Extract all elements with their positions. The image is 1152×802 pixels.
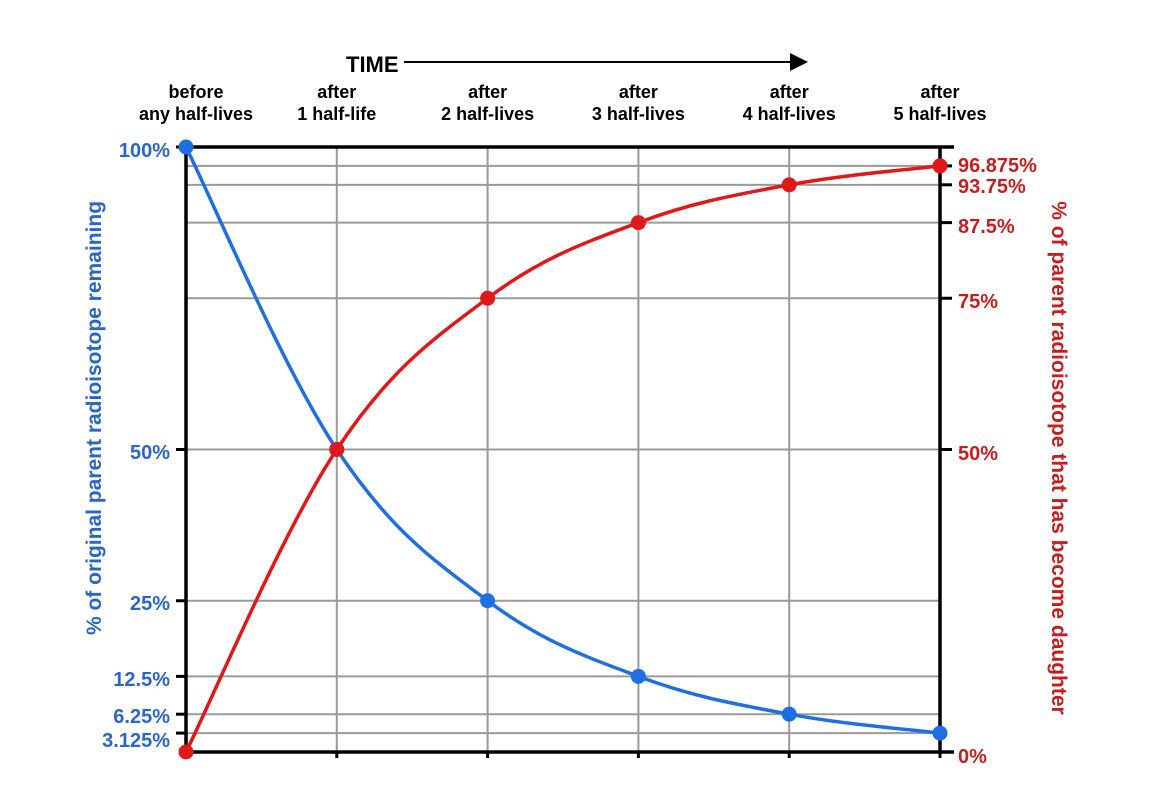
- category-label: after: [920, 82, 959, 102]
- series-0-point: [480, 593, 496, 609]
- right-tick-label: 96.875%: [958, 155, 1037, 177]
- category-label: after: [770, 82, 809, 102]
- y-axis-title-left: % of original parent radioisotope remain…: [83, 201, 106, 635]
- series-1-point: [630, 215, 646, 231]
- category-label: 3 half-lives: [592, 104, 685, 124]
- series-1-point: [329, 442, 345, 457]
- category-label: after: [619, 82, 658, 102]
- category-label: 5 half-lives: [893, 104, 986, 124]
- left-tick-label: 50%: [130, 442, 170, 464]
- right-tick-label: 93.75%: [958, 176, 1026, 198]
- series-0-point: [630, 668, 646, 684]
- category-label: after: [317, 82, 356, 102]
- category-label: after: [468, 82, 507, 102]
- left-tick-label: 25%: [130, 593, 170, 615]
- category-label: 1 half-life: [297, 104, 376, 124]
- series-0-line: [184, 145, 942, 735]
- left-tick-label: 100%: [119, 140, 170, 162]
- left-tick-label: 12.5%: [113, 669, 170, 691]
- plot-frame: [176, 145, 954, 758]
- right-tick-label: 75%: [958, 291, 998, 313]
- right-tick-label: 87.5%: [958, 216, 1015, 238]
- left-tick-label: 3.125%: [102, 730, 170, 752]
- right-tick-label: 50%: [958, 443, 998, 465]
- category-label: 2 half-lives: [441, 104, 534, 124]
- series-1-line: [184, 164, 942, 754]
- right-tick-label: 0%: [958, 746, 987, 768]
- series-1-point: [932, 158, 948, 174]
- time-label: TIME: [346, 52, 399, 77]
- category-label: before: [168, 82, 223, 102]
- y-axis-title-right: % of parent radioisotope that has become…: [1047, 201, 1070, 714]
- series-0-point: [781, 706, 797, 722]
- series-0-point: [932, 725, 948, 741]
- grid: [186, 147, 940, 752]
- category-label: any half-lives: [139, 104, 253, 124]
- series-1-point: [480, 290, 496, 306]
- time-arrow-head: [790, 53, 808, 71]
- series: [178, 139, 948, 760]
- series-1-point: [781, 177, 797, 193]
- left-tick-label: 6.25%: [113, 706, 170, 728]
- series-0-point: [178, 139, 194, 155]
- series-1-point: [178, 744, 194, 760]
- category-label: 4 half-lives: [743, 104, 836, 124]
